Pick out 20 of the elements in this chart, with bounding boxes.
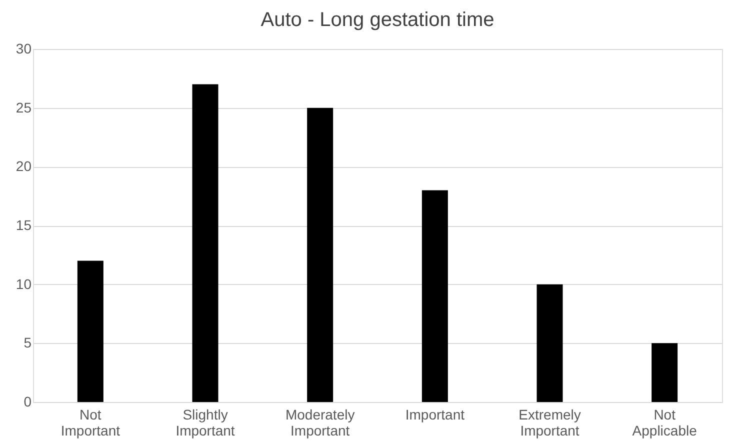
y-tick-label: 5	[24, 334, 32, 351]
x-tick-label: Moderately Important	[285, 406, 355, 438]
y-tick-label: 25	[16, 99, 32, 116]
x-tick-label: Extremely Important	[518, 406, 581, 438]
bar	[652, 343, 678, 402]
bar	[536, 284, 563, 402]
bar	[422, 190, 448, 402]
x-tick-label: Not Important	[60, 406, 120, 438]
y-tick-label: 15	[16, 217, 32, 233]
y-tick-label: 30	[16, 40, 32, 56]
x-tick-label: Not Applicable	[632, 406, 698, 438]
y-tick-label: 0	[24, 394, 32, 410]
y-tick-label: 10	[16, 276, 32, 292]
bar	[192, 84, 218, 402]
y-tick-label: 20	[16, 158, 32, 174]
bar	[77, 260, 104, 402]
chart-title: Auto - Long gestation time	[260, 9, 494, 31]
bar	[307, 108, 334, 402]
x-tick-label: Slightly Important	[176, 406, 235, 438]
x-tick-label: Important	[405, 406, 465, 422]
